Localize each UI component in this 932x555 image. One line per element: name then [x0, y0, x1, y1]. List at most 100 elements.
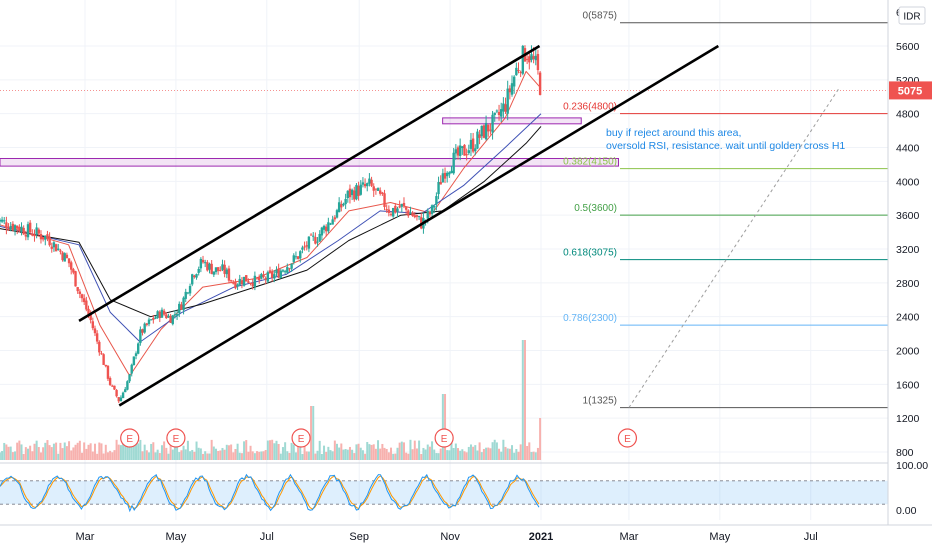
volume-bar [230, 444, 233, 460]
volume-bar [195, 441, 198, 460]
candle-body [206, 262, 209, 271]
candle-body [428, 211, 432, 215]
candle-body [104, 364, 107, 367]
volume-bar [426, 444, 429, 460]
volume-bar [130, 446, 133, 460]
candle-body [474, 148, 477, 152]
candle-body [450, 170, 453, 174]
volume-bar [249, 445, 252, 460]
volume-bar [52, 443, 55, 460]
candle-body [361, 182, 365, 185]
zone-boxes [0, 117, 619, 167]
volume-bar [340, 443, 343, 460]
earnings-marker-label: E [624, 434, 631, 445]
candle-body [299, 251, 302, 259]
candle-body [288, 268, 291, 270]
fibonacci-levels: 0(5875) 0.236(4800) 0.382(4150) 0.5(3600) 0.… [0, 11, 888, 409]
time-tick-label: May [166, 531, 187, 543]
volume-bar [366, 441, 369, 460]
candle-body [359, 184, 362, 195]
candle-body [445, 172, 449, 177]
candle-body [478, 134, 481, 138]
candle-body [439, 181, 442, 185]
volume-bar [137, 443, 140, 460]
candle-body [389, 214, 393, 216]
volume-bar [456, 448, 459, 460]
volume-bar [16, 442, 19, 460]
candle-body [82, 298, 86, 303]
candle-body [266, 272, 270, 282]
candle-body [143, 323, 146, 333]
candle-body [203, 262, 207, 264]
volume-bar [478, 442, 481, 460]
candle-body [519, 71, 522, 73]
volume-bar [491, 442, 494, 460]
volume-bar [0, 452, 1, 460]
candle-body [521, 45, 525, 74]
volume-bar [530, 451, 533, 460]
volume-bar [163, 441, 166, 460]
volume-bar [191, 449, 194, 460]
candle-body [52, 242, 56, 248]
volume-bar [459, 450, 462, 460]
volume-bar [31, 451, 34, 460]
volume-bar [500, 451, 503, 460]
candle-body [350, 189, 354, 196]
candle-body [260, 273, 263, 279]
zone-box [0, 157, 619, 167]
volume-bar [236, 443, 239, 460]
volume-bar [106, 452, 109, 460]
volume-bar [126, 445, 129, 460]
candle-body [201, 259, 205, 263]
candle-body [221, 264, 224, 270]
candle-body [495, 110, 499, 112]
candle-body [193, 275, 196, 278]
volume-bar [169, 442, 172, 460]
candle-body [383, 193, 386, 208]
volume-bar [392, 453, 395, 460]
volume-bar [78, 440, 81, 460]
volume-bar [44, 442, 47, 460]
candle-body [126, 381, 129, 390]
volume-bar [148, 452, 151, 460]
time-tick-label: Mar [619, 531, 638, 543]
fib-label: 0.618(3075) [563, 248, 617, 259]
volume-bar [117, 444, 120, 460]
volume-bar [93, 443, 96, 460]
volume-bar [48, 445, 51, 460]
volume-bar [251, 451, 254, 460]
volume-bar [307, 451, 310, 460]
moving-average-line [0, 70, 542, 377]
volume-bar [521, 340, 524, 460]
candle-body [536, 53, 540, 71]
volume-bar [476, 450, 479, 460]
volume-bar [333, 440, 336, 460]
volume-bar [7, 446, 10, 460]
volume-bar [437, 453, 440, 460]
volume-bar [511, 445, 514, 460]
volume-bar [463, 451, 466, 460]
volume-bar [109, 450, 112, 460]
candle-body [158, 311, 162, 319]
volume-bar [83, 442, 86, 460]
volume-bar [539, 418, 542, 460]
volume-bar [467, 446, 470, 460]
volume-bar [325, 451, 328, 460]
earnings-marker-label: E [441, 434, 448, 445]
time-tick-label: Jul [804, 531, 818, 543]
candle-body [31, 233, 34, 236]
currency-label: IDR [903, 12, 920, 23]
volume-bar [102, 453, 105, 460]
volume-bar [303, 441, 306, 460]
candle-body [411, 212, 414, 216]
volume-bar [141, 451, 144, 460]
volume-bar [139, 439, 142, 460]
candle-body [337, 202, 341, 213]
volume-bar [119, 445, 122, 460]
volume-bar [338, 447, 341, 460]
volume-bar [89, 443, 92, 460]
trend-channel[interactable] [78, 44, 840, 408]
volume-bar [407, 453, 410, 460]
